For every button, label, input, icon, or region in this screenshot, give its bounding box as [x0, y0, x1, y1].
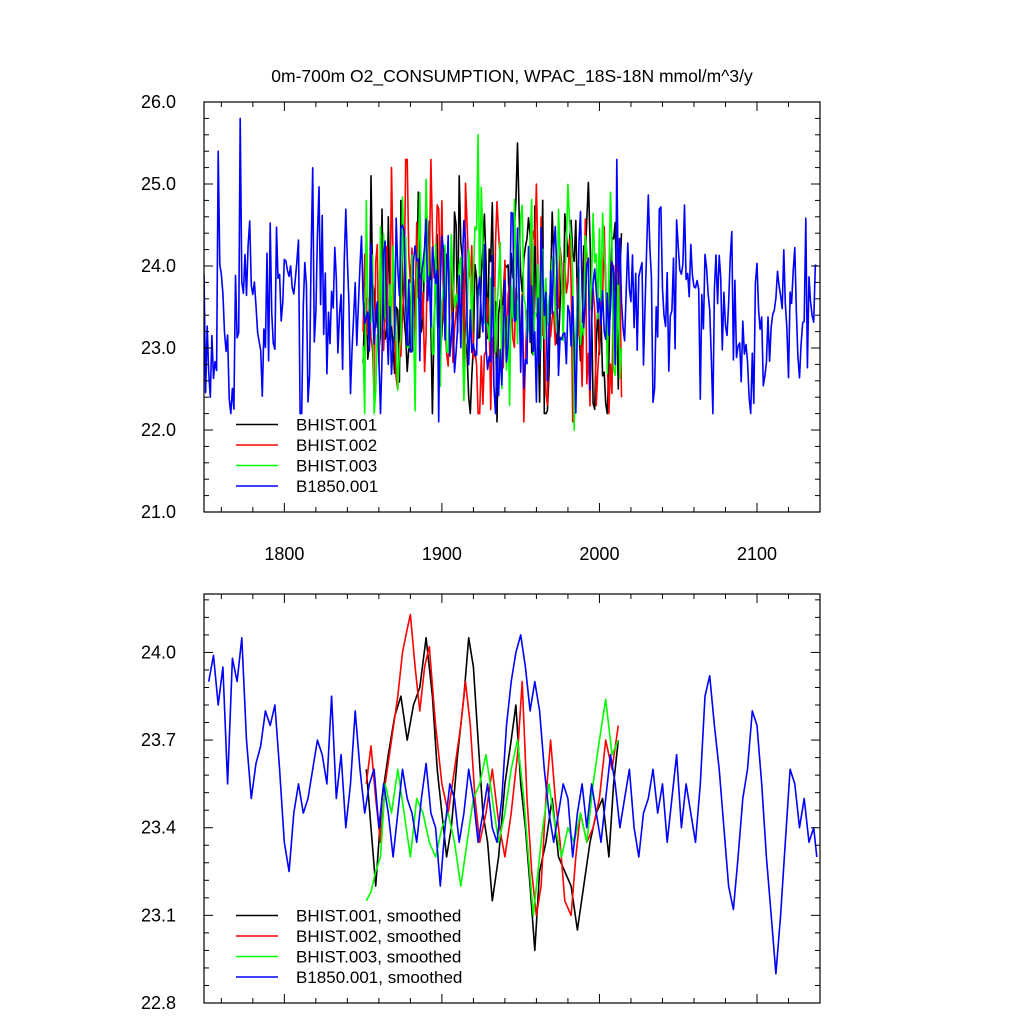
series-line-3 [365, 698, 620, 917]
y-tick-label: 23.1 [141, 905, 176, 925]
legend-label: BHIST.002, smoothed [296, 927, 461, 946]
legend-label: BHIST.002 [296, 436, 377, 455]
y-tick-label: 21.0 [141, 502, 176, 522]
x-tick-label: 1900 [422, 544, 462, 564]
panel-1: 1800 1900 2000 2100 21.0 22.0 23.0 24.0 25.0 26.0… [141, 66, 821, 564]
x-tick-label: 1800 [264, 544, 304, 564]
legend-label: B1850.001, smoothed [296, 968, 462, 987]
y-tick-label: 22.8 [141, 993, 176, 1013]
legend-label: BHIST.003 [296, 457, 377, 476]
y-tick-label: 24.0 [141, 256, 176, 276]
series-line-1 [365, 637, 620, 952]
series-line-2 [365, 613, 620, 917]
series-group [207, 613, 818, 975]
chart-title: 0m-700m O2_CONSUMPTION, WPAC_18S-18N mmo… [271, 66, 753, 87]
legend-label: BHIST.001 [296, 416, 377, 435]
plot-frame [203, 101, 821, 513]
legend-label: BHIST.001, smoothed [296, 907, 461, 926]
series-line-4 [204, 117, 818, 423]
series-group [204, 117, 818, 431]
series-line-2 [362, 158, 623, 423]
legend-label: B1850.001 [296, 477, 378, 496]
legend-label: BHIST.003, smoothed [296, 948, 461, 967]
y-tick-label: 23.4 [141, 818, 176, 838]
y-tick-label: 23.0 [141, 338, 176, 358]
series-line-4 [207, 634, 818, 975]
y-tick-label: 23.7 [141, 730, 176, 750]
x-tick-label: 2000 [579, 544, 619, 564]
y-tick-label: 22.0 [141, 420, 176, 440]
plot-frame [203, 593, 821, 1004]
y-tick-label: 24.0 [141, 642, 176, 662]
y-tick-label: 26.0 [141, 92, 176, 112]
y-tick-label: 25.0 [141, 174, 176, 194]
x-tick-label: 2100 [737, 544, 777, 564]
